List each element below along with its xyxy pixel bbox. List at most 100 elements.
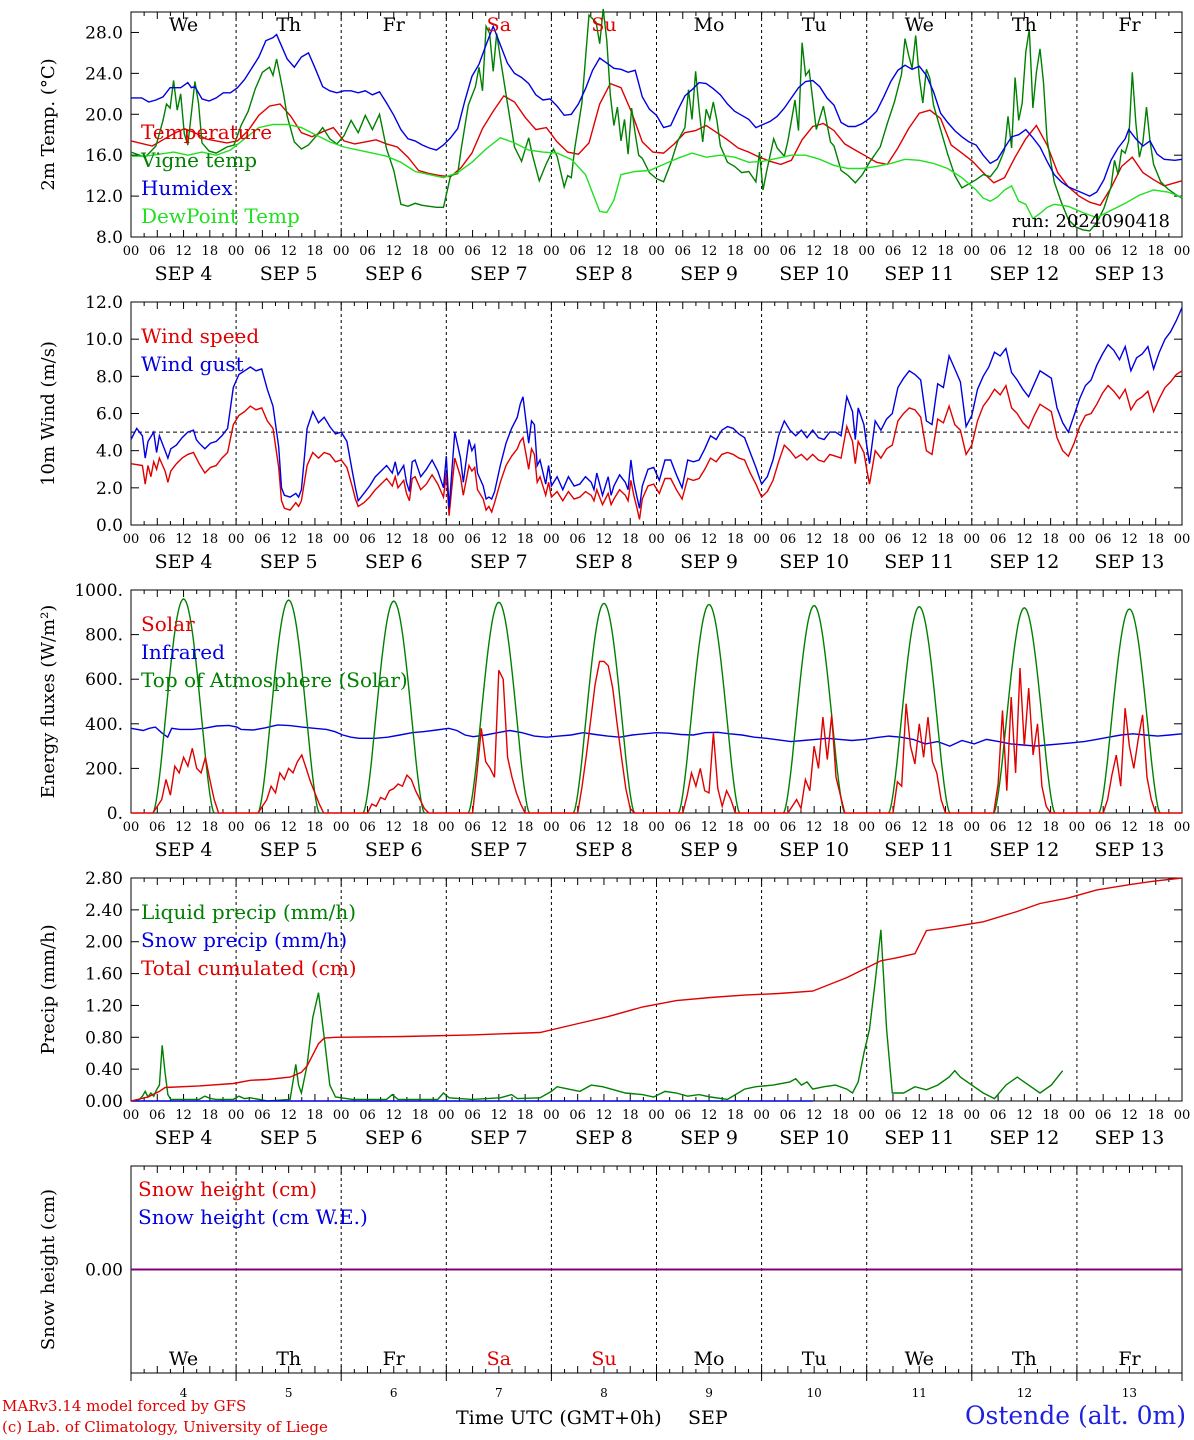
hour-tick-label: 00 <box>228 1108 245 1123</box>
hour-tick-label: 12 <box>175 532 192 547</box>
y-tick-label: 0.80 <box>85 1028 123 1048</box>
hour-tick-label: 12 <box>385 820 402 835</box>
hour-tick-label: 18 <box>832 820 849 835</box>
series-line-toa-solar <box>677 603 741 814</box>
y-tick-label: 1.60 <box>85 965 123 985</box>
y-tick-label: 2.40 <box>85 901 123 921</box>
hour-tick-label: 00 <box>648 1108 665 1123</box>
date-label: SEP 5 <box>260 1127 318 1149</box>
hour-tick-label: 06 <box>780 244 797 259</box>
hour-tick-label: 12 <box>806 244 823 259</box>
series-line-toa-solar <box>782 604 846 814</box>
time-axis-month: SEP <box>688 1407 728 1429</box>
y-tick-label: 800. <box>85 626 123 646</box>
date-label: SEP 11 <box>884 551 954 573</box>
hour-tick-label: 00 <box>964 244 981 259</box>
day-header: Fr <box>383 14 406 36</box>
hour-tick-label: 00 <box>648 244 665 259</box>
time-axis-title: Time UTC (GMT+0h) <box>456 1407 662 1429</box>
panel-3: 0. 200. 400. 600. 800. 1000. Energy fluxes (W/… <box>38 581 1190 861</box>
date-label: SEP 5 <box>260 839 318 861</box>
hour-tick-label: 12 <box>175 1108 192 1123</box>
hour-tick-label: 12 <box>280 1108 297 1123</box>
hour-tick-label: 06 <box>780 1108 797 1123</box>
hour-tick-label: 06 <box>1095 532 1112 547</box>
series-line-solar <box>761 714 867 814</box>
hour-tick-label: 12 <box>911 1108 928 1123</box>
y-tick-label: 0.40 <box>85 1060 123 1080</box>
hour-tick-label: 06 <box>569 532 586 547</box>
hour-tick-label: 12 <box>911 820 928 835</box>
day-number: 12 <box>1017 1386 1032 1400</box>
hour-tick-label: 12 <box>911 532 928 547</box>
y-tick-label: 24.0 <box>85 64 123 84</box>
hour-tick-label: 00 <box>1174 1108 1191 1123</box>
day-header: Fr <box>1118 14 1141 36</box>
model-credit: MARv3.14 model forced by GFS <box>2 1397 247 1415</box>
hour-tick-label: 00 <box>858 1108 875 1123</box>
hour-tick-label: 06 <box>569 244 586 259</box>
hour-tick-label: 00 <box>228 820 245 835</box>
series-line-solar <box>866 703 972 814</box>
date-label: SEP 8 <box>575 263 633 285</box>
series-line-liquid-precip-mm-h- <box>130 929 1064 1102</box>
hour-tick-label: 06 <box>149 1108 166 1123</box>
hour-tick-label: 18 <box>307 820 324 835</box>
hour-tick-label: 18 <box>307 532 324 547</box>
series-line-solar <box>446 669 552 814</box>
date-label: SEP 4 <box>155 551 213 573</box>
day-header: Mo <box>694 1348 725 1370</box>
hour-tick-label: 12 <box>1016 244 1033 259</box>
hour-tick-label: 06 <box>885 244 902 259</box>
hour-tick-label: 00 <box>123 244 140 259</box>
y-tick-label: 10.0 <box>85 330 123 350</box>
date-label: SEP 6 <box>365 551 423 573</box>
hour-tick-label: 00 <box>543 1108 560 1123</box>
hour-tick-label: 00 <box>333 532 350 547</box>
hour-tick-label: 00 <box>858 820 875 835</box>
hour-tick-label: 06 <box>675 244 692 259</box>
date-label: SEP 7 <box>470 839 528 861</box>
date-label: SEP 11 <box>884 263 954 285</box>
hour-tick-label: 00 <box>438 1108 455 1123</box>
hour-tick-label: 06 <box>464 820 481 835</box>
series-line-wind-gust <box>130 307 1183 509</box>
hour-tick-label: 06 <box>569 820 586 835</box>
hour-tick-label: 18 <box>727 1108 744 1123</box>
series-line-total-cumulated-cm- <box>130 877 1183 1102</box>
hour-tick-label: 12 <box>1121 532 1138 547</box>
date-label: SEP 6 <box>365 1127 423 1149</box>
date-label: SEP 10 <box>779 839 849 861</box>
date-label: SEP 12 <box>989 551 1059 573</box>
series-line-solar <box>341 773 447 814</box>
hour-tick-label: 00 <box>333 1108 350 1123</box>
hour-tick-label: 00 <box>438 244 455 259</box>
day-header: Th <box>1012 14 1037 36</box>
legend-entry: Snow height (cm) <box>138 1177 317 1201</box>
hour-tick-label: 12 <box>491 532 508 547</box>
hour-tick-label: 18 <box>937 244 954 259</box>
legend-entry: Liquid precip (mm/h) <box>141 900 356 924</box>
hour-tick-label: 18 <box>307 1108 324 1123</box>
hour-tick-label: 18 <box>307 244 324 259</box>
hour-tick-label: 18 <box>412 532 429 547</box>
date-label: SEP 7 <box>470 263 528 285</box>
y-tick-label: 0.00 <box>85 1261 123 1281</box>
hour-tick-label: 12 <box>1016 532 1033 547</box>
hour-tick-label: 00 <box>123 532 140 547</box>
panel-1: 8.0 12.0 16.0 20.0 24.0 28.0 2m Temp. (°C) 00 06… <box>38 8 1190 285</box>
day-header: We <box>905 1348 934 1370</box>
hour-tick-label: 18 <box>202 820 219 835</box>
series-line-solar <box>551 660 657 814</box>
hour-tick-label: 06 <box>464 1108 481 1123</box>
hour-tick-label: 12 <box>1121 1108 1138 1123</box>
legend-entry: Snow precip (mm/h) <box>141 928 347 952</box>
hour-tick-label: 06 <box>359 532 376 547</box>
hour-tick-label: 00 <box>1174 820 1191 835</box>
day-header: Mo <box>694 14 725 36</box>
hour-tick-label: 12 <box>596 1108 613 1123</box>
y-tick-label: 8.0 <box>96 367 123 387</box>
day-header: Th <box>1012 1348 1037 1370</box>
series-line-toa-solar <box>572 602 636 814</box>
day-header: Th <box>276 1348 301 1370</box>
